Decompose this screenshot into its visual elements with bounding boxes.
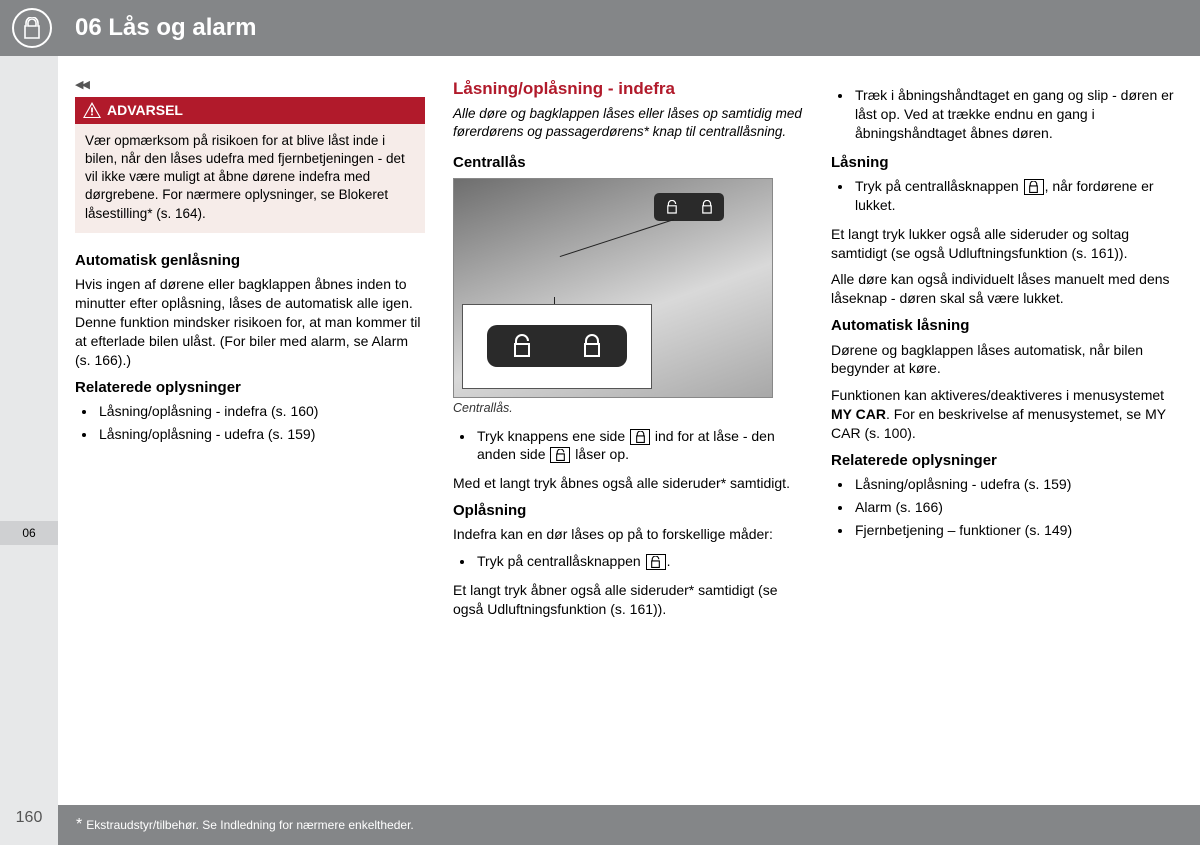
- instruction-list: Træk i åbningshåndtaget en gang og slip …: [831, 86, 1181, 143]
- warning-label: ADVARSEL: [107, 101, 183, 120]
- page-footer: * Ekstraudstyr/tilbehør. Se Indledning f…: [58, 805, 1200, 845]
- lock-chapter-icon: [12, 8, 52, 48]
- lock-button-closeup: [487, 325, 627, 367]
- warning-triangle-icon: [83, 102, 101, 118]
- unlock-longpress: Et langt tryk åbner også alle sideruder*…: [453, 581, 803, 619]
- heading-auto-lock: Automatisk låsning: [831, 316, 1181, 336]
- page-number: 160: [0, 807, 58, 829]
- lock-longpress: Et langt tryk lukker også alle sideruder…: [831, 225, 1181, 263]
- content-area: ◀◀ ADVARSEL Vær opmærksom på risikoen fo…: [75, 78, 1185, 627]
- list-item: Træk i åbningshåndtaget en gang og slip …: [853, 86, 1181, 143]
- list-item: Tryk på centrallåsknappen .: [475, 552, 803, 571]
- related-item: Låsning/oplåsning - udefra (s. 159): [97, 425, 425, 444]
- section-title: Låsning/oplåsning - indefra: [453, 78, 803, 101]
- continuation-marker: ◀◀: [75, 78, 425, 93]
- central-lock-figure: [453, 178, 773, 398]
- unlock-intro: Indefra kan en dør låses op på to forske…: [453, 525, 803, 544]
- page-header: 06 Lås og alarm: [0, 0, 1200, 56]
- lock-open-icon: [550, 447, 570, 463]
- related-list-1: Låsning/oplåsning - indefra (s. 160) Lås…: [75, 402, 425, 444]
- text-auto-relock: Hvis ingen af dørene eller bagklappen åb…: [75, 275, 425, 369]
- left-margin-bar: 06: [0, 56, 58, 845]
- heading-related-1: Relaterede oplysninger: [75, 378, 425, 398]
- list-item: Tryk knappens ene side ind for at låse -…: [475, 427, 803, 465]
- lock-closed-icon: [630, 429, 650, 445]
- related-item: Låsning/oplåsning - indefra (s. 160): [97, 402, 425, 421]
- heading-auto-relock: Automatisk genlåsning: [75, 251, 425, 271]
- list-item: Tryk på centrallåsknappen , når fordøren…: [853, 177, 1181, 215]
- door-panel-lock-button: [654, 193, 724, 221]
- instruction-list: Tryk knappens ene side ind for at låse -…: [453, 427, 803, 465]
- asterisk-icon: *: [76, 814, 82, 836]
- lock-open-icon: [646, 554, 666, 570]
- lock-manual: Alle døre kan også individuelt låses man…: [831, 270, 1181, 308]
- heading-locking: Låsning: [831, 153, 1181, 173]
- autolock-menu: Funktionen kan aktiveres/deaktiveres i m…: [831, 386, 1181, 443]
- related-item: Låsning/oplåsning - udefra (s. 159): [853, 475, 1181, 494]
- column-2: Låsning/oplåsning - indefra Alle døre og…: [453, 78, 803, 627]
- related-item: Fjernbetjening – funktioner (s. 149): [853, 521, 1181, 540]
- unlock-icon: [512, 334, 532, 358]
- column-3: Træk i åbningshåndtaget en gang og slip …: [831, 78, 1181, 627]
- footer-text: Ekstraudstyr/tilbehør. Se Indledning for…: [86, 817, 414, 833]
- column-1: ◀◀ ADVARSEL Vær opmærksom på risikoen fo…: [75, 78, 425, 627]
- related-item: Alarm (s. 166): [853, 498, 1181, 517]
- heading-related-2: Relaterede oplysninger: [831, 451, 1181, 471]
- warning-header: ADVARSEL: [75, 97, 425, 124]
- autolock-desc: Dørene og bagklappen låses automatisk, n…: [831, 341, 1181, 379]
- related-list-2: Låsning/oplåsning - udefra (s. 159) Alar…: [831, 475, 1181, 540]
- long-press-note: Med et langt tryk åbnes også alle sideru…: [453, 474, 803, 493]
- chapter-title: 06 Lås og alarm: [75, 12, 256, 44]
- figure-inset: [462, 304, 652, 389]
- lock-closed-icon: [1024, 179, 1044, 195]
- figure-caption: Centrallås.: [453, 400, 803, 417]
- instruction-list: Tryk på centrallåsknappen .: [453, 552, 803, 571]
- section-intro: Alle døre og bagklappen låses eller låse…: [453, 105, 803, 141]
- warning-body: Vær opmærksom på risikoen for at blive l…: [75, 124, 425, 233]
- instruction-list: Tryk på centrallåsknappen , når fordøren…: [831, 177, 1181, 215]
- heading-central-lock: Centrallås: [453, 153, 803, 173]
- heading-unlocking: Oplåsning: [453, 501, 803, 521]
- lock-icon: [582, 334, 602, 358]
- section-number-tab: 06: [0, 521, 58, 545]
